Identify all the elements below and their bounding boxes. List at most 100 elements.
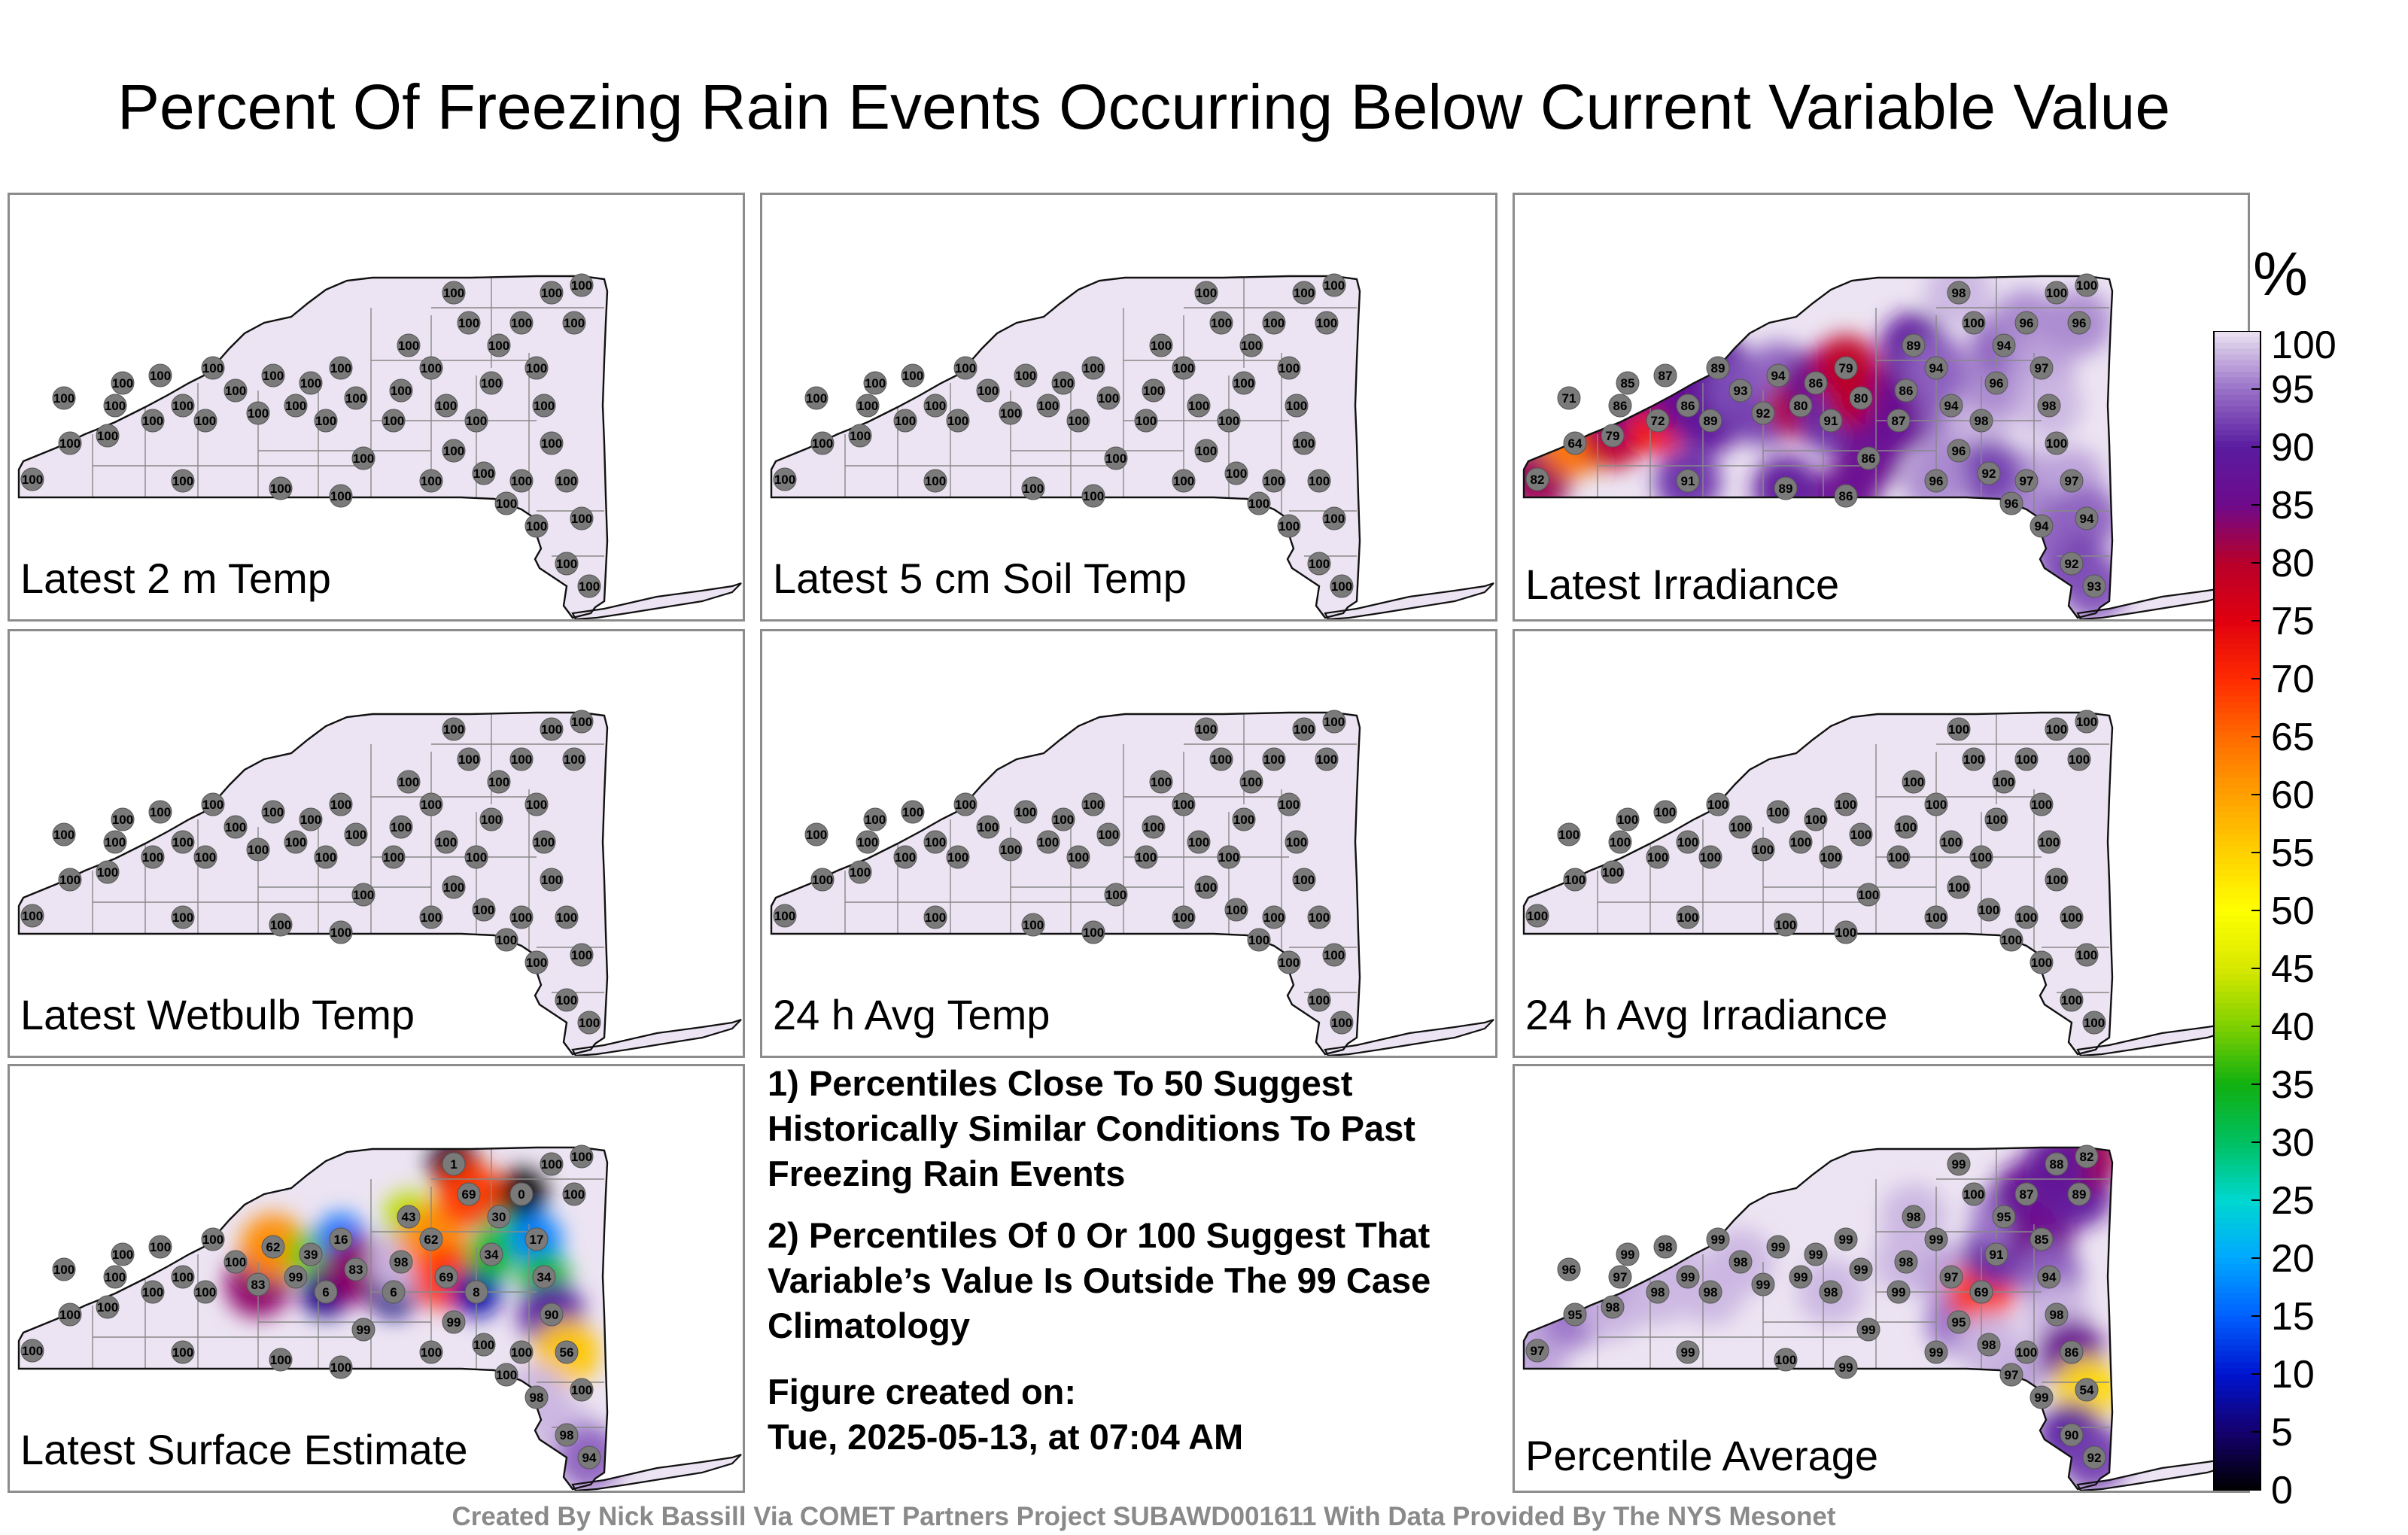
- colorbar-step: [2214, 424, 2261, 430]
- county-lines: [1597, 714, 2109, 993]
- station-marker: 100: [540, 281, 564, 305]
- colorbar-step: [2214, 1246, 2261, 1254]
- station-marker: 99: [1924, 1340, 1948, 1364]
- station-value: 100: [1068, 414, 1089, 428]
- station-marker: 100: [1262, 311, 1286, 335]
- station-marker: 100: [1706, 792, 1730, 816]
- station-value: 100: [398, 775, 419, 789]
- station-marker: 100: [457, 747, 481, 771]
- colorbar-step: [2214, 1171, 2261, 1178]
- station-marker: 100: [901, 363, 925, 388]
- station-value: 100: [2046, 722, 2067, 737]
- station-value: 90: [2065, 1428, 2079, 1442]
- station-marker: 100: [1902, 770, 1926, 794]
- station-value: 100: [902, 369, 923, 383]
- station-value: 98: [2050, 1308, 2064, 1322]
- station-value: 100: [1564, 873, 1586, 887]
- colorbar-step: [2214, 580, 2261, 587]
- station-value: 100: [248, 406, 269, 421]
- station-marker: 100: [893, 409, 917, 433]
- colorbar-step: [2214, 1107, 2261, 1114]
- station-value: 100: [526, 798, 547, 812]
- station-value: 100: [1241, 339, 1262, 353]
- station-marker: 100: [1856, 883, 1880, 907]
- station-value: 79: [1839, 361, 1853, 375]
- station-marker: 100: [804, 822, 829, 847]
- station-marker: 86: [1894, 378, 1918, 403]
- station-value: 100: [105, 835, 126, 850]
- station-marker: 100: [1209, 311, 1233, 335]
- station-value: 62: [266, 1240, 281, 1254]
- station-value: 100: [1196, 722, 1217, 737]
- station-marker: 100: [2075, 710, 2099, 734]
- station-marker: 100: [193, 1280, 217, 1304]
- station-value: 100: [895, 850, 916, 865]
- colorbar-step: [2214, 1391, 2261, 1398]
- station-marker: 100: [1924, 792, 1948, 816]
- station-value: 100: [1083, 926, 1104, 940]
- long-island-outline: [571, 1453, 742, 1491]
- station-marker: 97: [2060, 469, 2084, 493]
- station-marker: 99: [2029, 1385, 2054, 1409]
- station-marker: 100: [419, 356, 443, 380]
- station-value: 62: [424, 1233, 439, 1247]
- station-marker: 80: [1849, 386, 1873, 410]
- station-marker: 100: [856, 394, 880, 418]
- station-marker: 100: [1021, 476, 1045, 500]
- notes-block: 1) Percentiles Close To 50 Suggest Histo…: [768, 1061, 1490, 1476]
- station-marker: 100: [1081, 920, 1105, 944]
- station-marker: 100: [524, 514, 549, 538]
- station-marker: 100: [1081, 356, 1105, 380]
- colorbar-step: [2214, 847, 2261, 853]
- station-value: 100: [112, 376, 133, 391]
- station-value: 100: [511, 752, 532, 767]
- station-marker: 100: [1104, 883, 1128, 907]
- station-value: 6: [390, 1285, 397, 1299]
- station-value: 100: [1858, 888, 1879, 902]
- station-value: 83: [251, 1278, 266, 1292]
- station-marker: 100: [1962, 1182, 1986, 1206]
- station-value: 94: [2080, 512, 2094, 526]
- station-value: 100: [315, 850, 336, 865]
- station-value: 100: [511, 316, 532, 330]
- colorbar-tick-label: 50: [2271, 889, 2315, 933]
- station-marker: 100: [1134, 845, 1158, 869]
- station-marker: 100: [434, 830, 458, 854]
- station-marker: 96: [2067, 311, 2091, 335]
- station-value: 100: [1850, 828, 1871, 842]
- station-marker: 97: [2014, 469, 2039, 493]
- station-marker: 100: [148, 1235, 172, 1259]
- station-value: 100: [1196, 880, 1217, 895]
- station-value: 100: [579, 1016, 600, 1030]
- station-value: 100: [1647, 850, 1668, 865]
- county-lines: [844, 278, 1357, 557]
- station-value: 100: [473, 467, 494, 481]
- station-marker: 100: [2067, 747, 2091, 771]
- station-value: 100: [270, 482, 291, 496]
- station-marker: 8: [464, 1280, 488, 1304]
- station-marker: 100: [1307, 988, 1331, 1012]
- station-marker: 100: [1315, 747, 1339, 771]
- colorbar-step: [2214, 1432, 2261, 1439]
- station-marker: 100: [1081, 484, 1105, 508]
- colorbar-step: [2214, 1177, 2261, 1184]
- state-fill: [19, 713, 607, 1054]
- colorbar-step: [2214, 956, 2261, 964]
- station-marker: 16: [329, 1227, 353, 1251]
- station-value: 98: [1606, 1300, 1620, 1315]
- station-marker: 100: [246, 837, 270, 862]
- colorbar-step: [2214, 719, 2261, 726]
- station-marker: 100: [976, 815, 1000, 839]
- station-marker: 100: [1194, 281, 1218, 305]
- colorbar-step: [2214, 383, 2261, 390]
- station-marker: 1: [442, 1152, 466, 1176]
- station-value: 100: [97, 1300, 118, 1315]
- county-lines: [92, 1149, 604, 1428]
- station-value: 100: [571, 512, 592, 526]
- station-value: 100: [150, 369, 171, 383]
- colorbar-step: [2214, 1066, 2261, 1074]
- station-value: 100: [1707, 798, 1728, 812]
- station-value: 99: [1771, 1240, 1786, 1254]
- colorbar-step: [2214, 568, 2261, 576]
- station-marker: 100: [1036, 394, 1060, 418]
